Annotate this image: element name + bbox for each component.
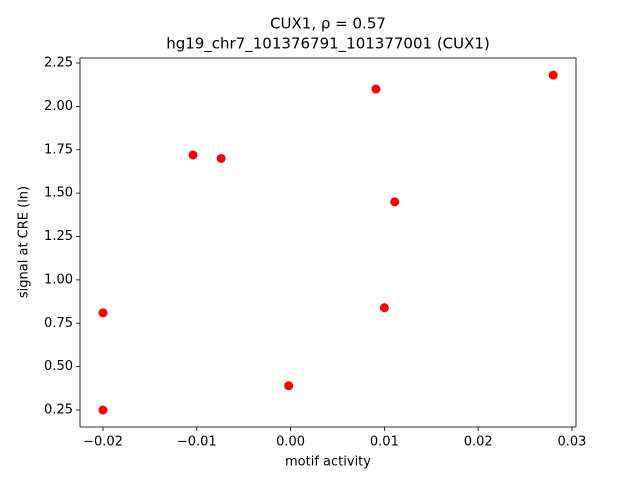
point [379,303,389,313]
point [371,84,381,94]
chart-subtitle: hg19_chr7_101376791_101377001 (CUX1) [166,35,490,54]
y-tick-label: 1.50 [44,186,73,201]
y-tick-label: 1.00 [44,272,73,287]
x-tick-label: −0.02 [83,435,123,450]
y-tick-label: 1.75 [44,142,73,157]
x-tick-label: 0.01 [370,435,399,450]
y-axis-label: signal at CRE (ln) [17,186,32,298]
x-tick-label: 0.02 [464,435,493,450]
y-tick-label: 0.25 [44,402,73,417]
point [98,308,108,318]
point [188,150,198,160]
x-axis-label: motif activity [285,455,371,470]
point [548,70,558,80]
x-tick-label: −0.01 [177,435,217,450]
chart-title: CUX1, ρ = 0.57 [270,15,386,33]
point [284,381,294,391]
point [390,197,400,207]
x-tick-label: 0.00 [276,435,305,450]
plot-frame [79,57,577,428]
y-tick-label: 0.50 [44,359,73,374]
y-tick-label: 2.25 [44,56,73,71]
y-tick-label: 2.00 [44,99,73,114]
y-tick-label: 1.25 [44,229,73,244]
y-tick-label: 0.75 [44,316,73,331]
point [216,153,226,163]
point [98,405,108,415]
x-tick-label: 0.03 [557,435,586,450]
